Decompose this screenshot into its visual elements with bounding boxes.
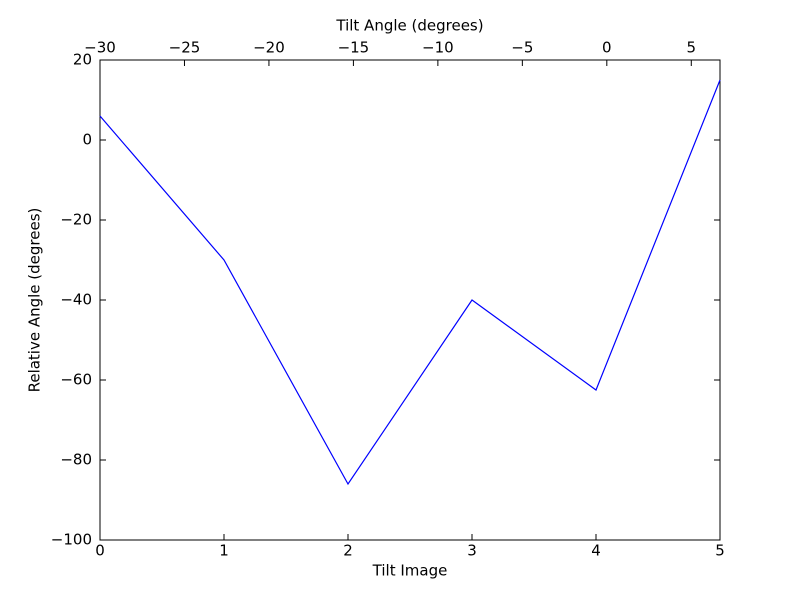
x-tick-label: 0	[95, 542, 105, 560]
x2-tick-label: 5	[687, 39, 697, 57]
x2-tick-label: −5	[511, 39, 533, 57]
x2-tick-label: −20	[253, 39, 285, 57]
y-tick-label: 0	[82, 131, 92, 149]
x-tick-label: 2	[343, 542, 353, 560]
y-tick-label: −60	[60, 371, 92, 389]
x-tick-label: 3	[467, 542, 477, 560]
x-tick-label: 1	[219, 542, 229, 560]
x2-tick-label: −15	[338, 39, 370, 57]
y-tick-label: 20	[73, 51, 92, 69]
plot-frame	[99, 59, 721, 541]
x-tick-label: 5	[715, 542, 725, 560]
x2-tick-label: 0	[602, 39, 612, 57]
y-axis-label: Relative Angle (degrees)	[26, 208, 44, 393]
x2-tick-label: −30	[84, 39, 116, 57]
y-tick-label: −40	[60, 291, 92, 309]
data-line	[99, 79, 721, 486]
x2-tick-label: −25	[169, 39, 201, 57]
x-axis-label: Tilt Image	[372, 562, 448, 580]
y-tick-label: −20	[60, 211, 92, 229]
y-tick-label: −80	[60, 451, 92, 469]
x2-axis-label: Tilt Angle (degrees)	[335, 17, 483, 35]
x-tick-label: 4	[591, 542, 601, 560]
y-tick-label: −100	[51, 531, 92, 549]
x2-tick-label: −10	[422, 39, 454, 57]
